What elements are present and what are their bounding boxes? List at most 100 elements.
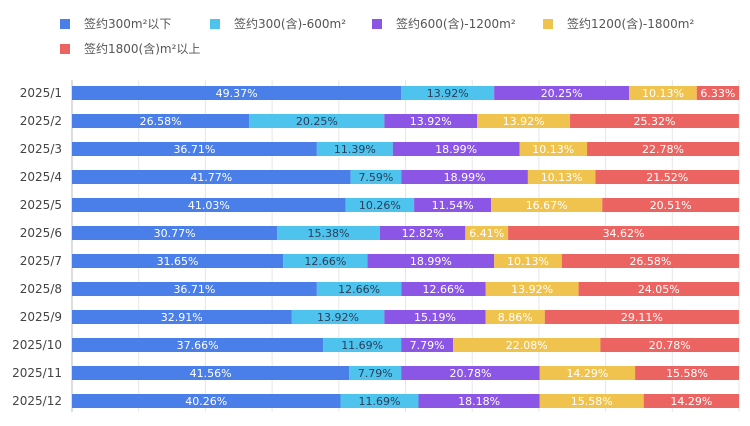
bar-segment[interactable]	[401, 86, 495, 100]
bar-segment[interactable]	[570, 114, 739, 128]
data-label: 7.79%	[358, 367, 393, 380]
bar-segment[interactable]	[72, 86, 402, 100]
bar-segment[interactable]	[72, 170, 351, 184]
bar-segment[interactable]	[491, 198, 603, 212]
bar-segment[interactable]	[602, 198, 740, 212]
bar-segment[interactable]	[453, 338, 601, 352]
data-label: 29.11%	[621, 311, 663, 324]
data-label: 18.99%	[435, 143, 477, 156]
bar-segment[interactable]	[249, 114, 385, 128]
data-label: 11.54%	[432, 199, 474, 212]
bar-segment[interactable]	[414, 198, 492, 212]
data-label: 14.29%	[566, 367, 608, 380]
bar-segment[interactable]	[494, 254, 562, 268]
data-label: 36.71%	[173, 283, 215, 296]
bar-segment[interactable]	[485, 282, 579, 296]
bar-segment[interactable]	[384, 310, 486, 324]
bar-segment[interactable]	[72, 366, 350, 380]
data-label: 20.78%	[649, 339, 691, 352]
bar-segment[interactable]	[418, 394, 540, 408]
bar-segment[interactable]	[519, 142, 588, 156]
data-label: 31.65%	[157, 255, 199, 268]
legend-item[interactable]: 签约600(含)-1200m²	[372, 15, 516, 32]
bar-segment[interactable]	[367, 254, 495, 268]
bar-segment[interactable]	[629, 86, 697, 100]
legend-swatch	[543, 18, 553, 29]
bar-segment[interactable]	[316, 142, 393, 156]
legend: 签约300m²以下 签约300(含)-600m² 签约600(含)-1200m² 签约…	[0, 0, 750, 70]
bar-segment[interactable]	[561, 254, 740, 268]
bar-segment[interactable]	[291, 310, 385, 324]
data-label: 6.33%	[700, 87, 735, 100]
legend-item[interactable]: 签约1800(含)m²以上	[60, 40, 200, 57]
bar-segment[interactable]	[401, 366, 540, 380]
bar-segment[interactable]	[643, 394, 739, 408]
bar-segment[interactable]	[392, 142, 520, 156]
data-label: 32.91%	[161, 311, 203, 324]
bar-segment[interactable]	[578, 282, 739, 296]
bar-segment[interactable]	[277, 226, 380, 240]
bar-segment[interactable]	[316, 282, 402, 296]
bar-segment[interactable]	[595, 170, 739, 184]
legend-label: 签约1200(含)-1800m²	[567, 17, 695, 31]
bar-segment[interactable]	[72, 310, 292, 324]
bar-segment[interactable]	[72, 254, 284, 268]
bar-segment[interactable]	[72, 142, 317, 156]
data-label: 15.19%	[414, 311, 456, 324]
data-label: 16.67%	[526, 199, 568, 212]
bar-segment[interactable]	[544, 310, 739, 324]
data-label: 11.39%	[334, 143, 376, 156]
bar-segment[interactable]	[508, 226, 739, 240]
data-label: 8.86%	[498, 311, 533, 324]
bar-segment[interactable]	[477, 114, 571, 128]
bar-segment[interactable]	[635, 366, 739, 380]
data-label: 20.51%	[650, 199, 692, 212]
legend-item[interactable]: 签约300(含)-600m²	[210, 15, 346, 32]
bar-segment[interactable]	[72, 226, 278, 240]
y-tick-label: 2025/1	[20, 86, 62, 100]
legend-swatch	[60, 18, 70, 29]
bar-segment[interactable]	[539, 366, 636, 380]
bar-segment[interactable]	[696, 86, 739, 100]
data-label: 25.32%	[634, 115, 676, 128]
bar-segment[interactable]	[72, 198, 346, 212]
bar-segment[interactable]	[349, 366, 402, 380]
bar-segment[interactable]	[72, 338, 324, 352]
bar-segment[interactable]	[587, 142, 739, 156]
bar-segment[interactable]	[72, 394, 341, 408]
legend-label: 签约600(含)-1200m²	[396, 17, 516, 31]
bar-segment[interactable]	[283, 254, 368, 268]
bar-segment[interactable]	[494, 86, 630, 100]
data-label: 11.69%	[341, 339, 383, 352]
y-tick-label: 2025/5	[20, 198, 62, 212]
data-label: 36.71%	[173, 143, 215, 156]
legend-item[interactable]: 签约1200(含)-1800m²	[543, 15, 694, 32]
bar-segment[interactable]	[323, 338, 402, 352]
y-tick-label: 2025/12	[12, 394, 62, 408]
bar-segment[interactable]	[539, 394, 644, 408]
data-label: 10.13%	[532, 143, 574, 156]
bar-segment[interactable]	[485, 310, 545, 324]
y-tick-label: 2025/7	[20, 254, 62, 268]
data-label: 18.99%	[444, 171, 486, 184]
bar-segment[interactable]	[72, 114, 250, 128]
bar-segment[interactable]	[401, 338, 454, 352]
bar-segment[interactable]	[384, 114, 478, 128]
bar-segment[interactable]	[345, 198, 415, 212]
bar-segment[interactable]	[350, 170, 402, 184]
bar-segment[interactable]	[600, 338, 739, 352]
y-tick-label: 2025/2	[20, 114, 62, 128]
bar-segment[interactable]	[72, 282, 317, 296]
bar-segment[interactable]	[527, 170, 596, 184]
bar-segment[interactable]	[340, 394, 419, 408]
legend-swatch	[372, 18, 382, 29]
data-label: 12.66%	[304, 255, 346, 268]
legend-label: 签约300(含)-600m²	[234, 17, 347, 31]
bar-segment[interactable]	[401, 282, 486, 296]
data-label: 22.08%	[506, 339, 548, 352]
legend-item[interactable]: 签约300m²以下	[60, 15, 171, 32]
bar-segment[interactable]	[401, 170, 528, 184]
bar-segment[interactable]	[465, 226, 509, 240]
bar-segment[interactable]	[379, 226, 466, 240]
